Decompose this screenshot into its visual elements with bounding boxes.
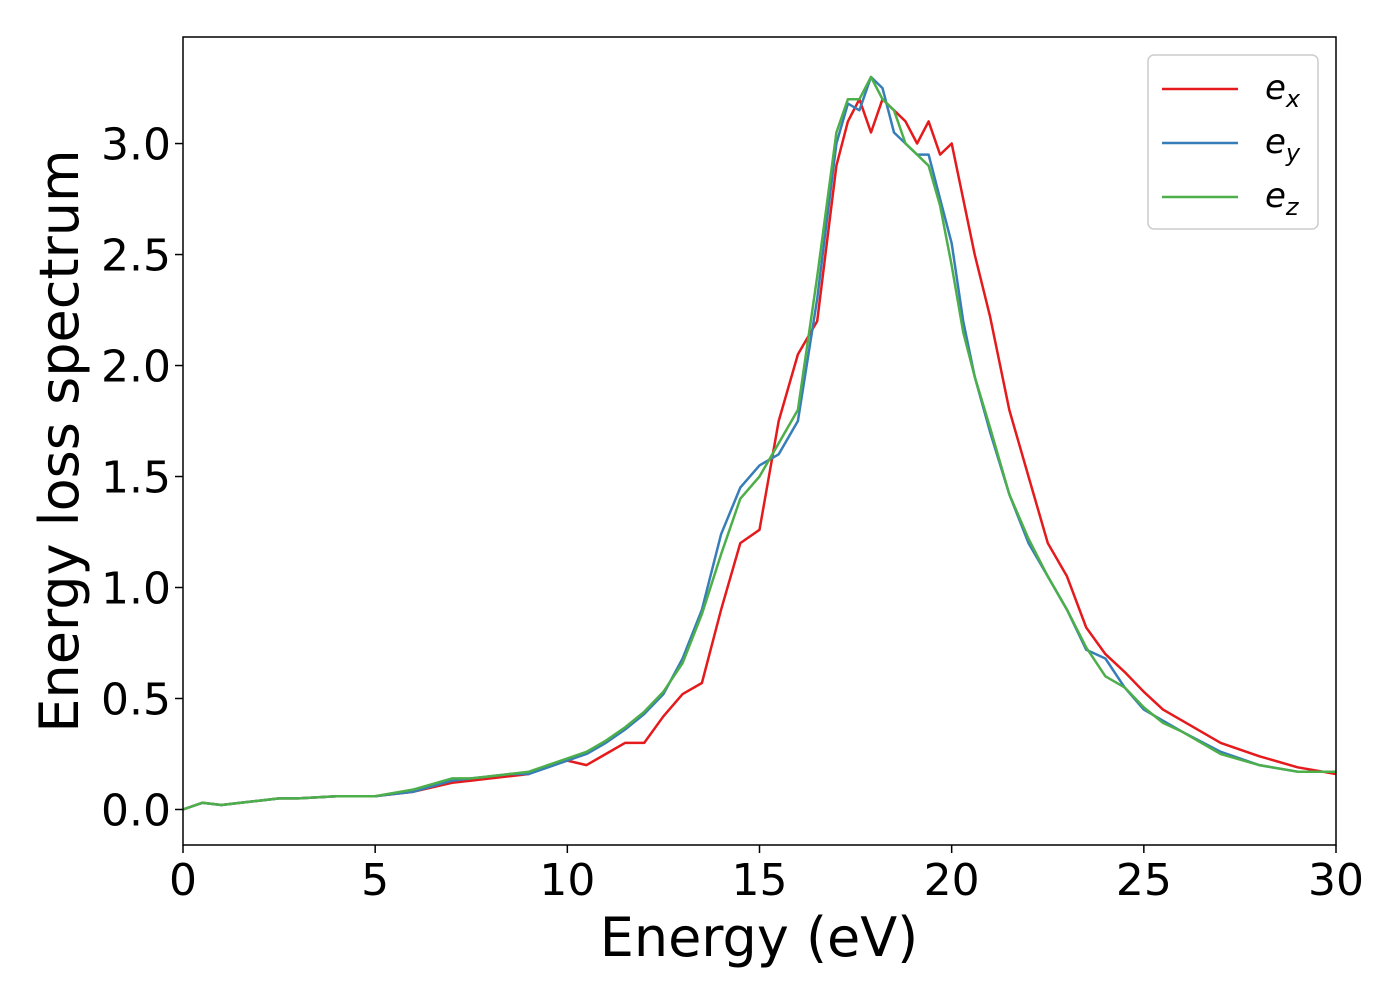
y-tick-label: 0.5 <box>101 674 171 725</box>
legend-label-e-x: ex <box>1265 68 1301 113</box>
series-line-e-z <box>182 75 1336 811</box>
x-tick-label: 25 <box>1116 855 1172 906</box>
legend-label-e-y: ey <box>1265 122 1301 167</box>
legend-label-main: e <box>1265 122 1286 162</box>
legend-label-sub: y <box>1285 139 1301 167</box>
x-axis-label: Energy (eV) <box>600 906 919 969</box>
y-tick-label: 0.0 <box>101 785 171 836</box>
y-tick-label: 2.0 <box>101 342 171 393</box>
y-tick-label: 1.0 <box>101 564 171 615</box>
series-layer <box>182 75 1337 811</box>
y-axis-label: Energy loss spectrum <box>28 149 91 732</box>
x-tick-label: 5 <box>361 855 389 906</box>
legend-label-e-z: ez <box>1265 176 1300 221</box>
legend-label-sub: z <box>1285 193 1300 221</box>
legend-label-sub: x <box>1285 85 1301 113</box>
x-tick-label: 15 <box>732 855 788 906</box>
y-tick-label: 2.5 <box>101 231 171 282</box>
x-tick-label: 20 <box>924 855 980 906</box>
legend-label-main: e <box>1265 176 1286 216</box>
x-tick-label: 10 <box>539 855 595 906</box>
x-tick-label: 30 <box>1308 855 1364 906</box>
x-tick-label: 0 <box>169 855 197 906</box>
y-axis: 0.0 0.5 1.0 1.5 2.0 2.5 3.0 <box>101 120 183 836</box>
x-axis: 0 5 10 15 20 25 30 <box>169 845 1364 906</box>
y-tick-label: 3.0 <box>101 120 171 171</box>
legend-label-main: e <box>1265 68 1286 108</box>
y-tick-label: 1.5 <box>101 453 171 504</box>
